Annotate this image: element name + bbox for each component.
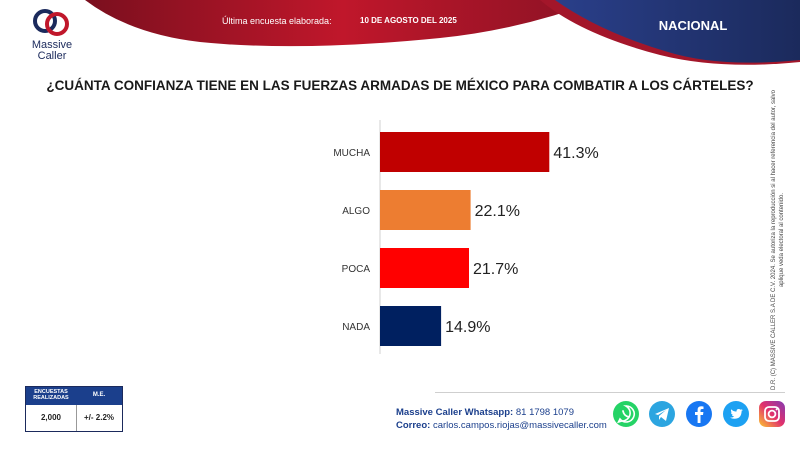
value-label: 14.9%: [445, 319, 490, 336]
whatsapp-line: Massive Caller Whatsapp: 81 1798 1079: [396, 406, 607, 419]
contact-info: Massive Caller Whatsapp: 81 1798 1079 Co…: [396, 406, 607, 432]
facebook-icon[interactable]: [685, 400, 713, 428]
survey-date: 10 DE AGOSTO DEL 2025: [360, 16, 457, 25]
email-line: Correo: carlos.campos.riojas@massivecall…: [396, 419, 607, 432]
category-label: NADA: [342, 322, 370, 333]
margin-error-value: +/- 2.2%: [83, 413, 114, 422]
email-label: Correo:: [396, 420, 431, 431]
footer-divider: [435, 392, 785, 393]
chart-title: ¿CUÁNTA CONFIANZA TIENE EN LAS FUERZAS A…: [46, 78, 754, 93]
bar-mucha: [380, 132, 550, 172]
bar-poca: [380, 248, 469, 288]
survey-stats-table: ENCUESTAS REALIZADAS M.E. 2,000 +/- 2.2%: [25, 386, 123, 432]
whatsapp-icon[interactable]: [612, 400, 640, 428]
category-label: ALGO: [342, 206, 370, 217]
email-address[interactable]: carlos.campos.riojas@massivecaller.com: [432, 420, 607, 431]
social-links: [612, 400, 787, 428]
value-label: 41.3%: [553, 145, 598, 162]
twitter-icon[interactable]: [722, 400, 750, 428]
brand-logo[interactable]: Massive Caller: [22, 8, 82, 64]
surveys-value: 2,000: [40, 413, 62, 422]
value-label: 21.7%: [473, 261, 518, 278]
bar-chart: MUCHA 41.3% ALGO 22.1% POCA 21.7% NADA 14.9%: [333, 120, 599, 354]
stats-header: [26, 387, 122, 405]
bar-nada: [380, 306, 442, 346]
header-banner: [85, 0, 800, 65]
surveys-header: ENCUESTAS REALIZADAS: [33, 389, 69, 401]
whatsapp-label: Massive Caller Whatsapp:: [396, 407, 514, 418]
survey-date-label: Última encuesta elaborada:: [222, 16, 332, 26]
copyright-note: D.R. (C) MASSIVE CALLER S.A DE C.V. 2024…: [771, 90, 785, 390]
scope-label: NACIONAL: [658, 18, 728, 33]
category-label: POCA: [342, 264, 371, 275]
brand-name: Massive Caller: [31, 39, 73, 62]
category-label: MUCHA: [333, 148, 370, 159]
telegram-icon[interactable]: [648, 400, 676, 428]
whatsapp-number[interactable]: 81 1798 1079: [515, 407, 574, 418]
margin-error-header: M.E.: [92, 392, 106, 398]
value-label: 22.1%: [475, 203, 520, 220]
bar-algo: [380, 190, 471, 230]
logo-mark-icon: [33, 9, 69, 36]
stats-divider: [76, 405, 77, 431]
instagram-icon[interactable]: [758, 400, 786, 428]
